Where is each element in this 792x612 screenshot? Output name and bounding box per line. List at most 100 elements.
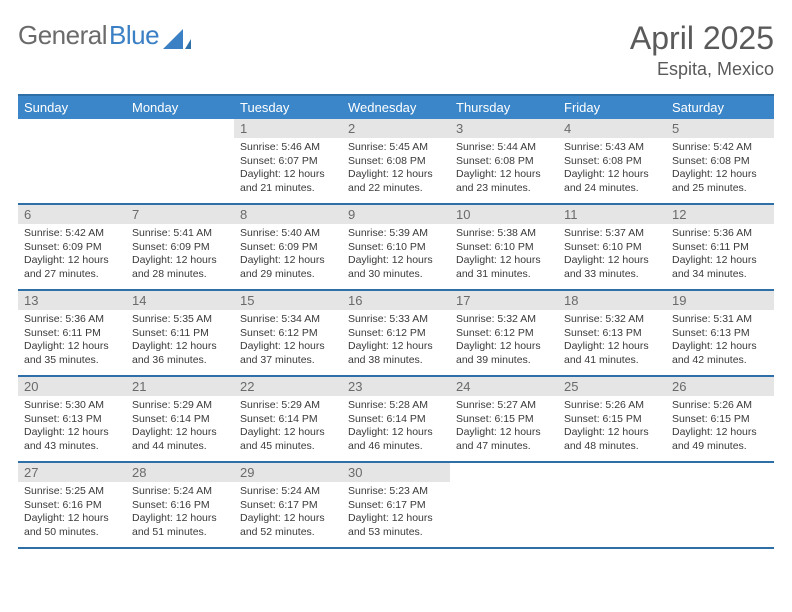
- day-body: Sunrise: 5:37 AMSunset: 6:10 PMDaylight:…: [558, 224, 666, 286]
- day-cell: 28Sunrise: 5:24 AMSunset: 6:16 PMDayligh…: [126, 463, 234, 547]
- day-cell: 27Sunrise: 5:25 AMSunset: 6:16 PMDayligh…: [18, 463, 126, 547]
- day-body: Sunrise: 5:42 AMSunset: 6:08 PMDaylight:…: [666, 138, 774, 200]
- sunset-text: Sunset: 6:14 PM: [348, 413, 444, 427]
- sunset-text: Sunset: 6:10 PM: [564, 241, 660, 255]
- day-cell: 16Sunrise: 5:33 AMSunset: 6:12 PMDayligh…: [342, 291, 450, 375]
- sunset-text: Sunset: 6:08 PM: [348, 155, 444, 169]
- day-number: 1: [234, 119, 342, 138]
- week-row: 6Sunrise: 5:42 AMSunset: 6:09 PMDaylight…: [18, 205, 774, 291]
- sunset-text: Sunset: 6:14 PM: [132, 413, 228, 427]
- daylight-text: Daylight: 12 hours and 34 minutes.: [672, 254, 768, 281]
- daylight-text: Daylight: 12 hours and 48 minutes.: [564, 426, 660, 453]
- daylight-text: Daylight: 12 hours and 23 minutes.: [456, 168, 552, 195]
- day-number: [558, 463, 666, 481]
- sunrise-text: Sunrise: 5:30 AM: [24, 399, 120, 413]
- daylight-text: Daylight: 12 hours and 28 minutes.: [132, 254, 228, 281]
- daylight-text: Daylight: 12 hours and 43 minutes.: [24, 426, 120, 453]
- day-cell: 10Sunrise: 5:38 AMSunset: 6:10 PMDayligh…: [450, 205, 558, 289]
- brand-word2: Blue: [109, 20, 159, 51]
- day-number: 30: [342, 463, 450, 482]
- sunset-text: Sunset: 6:12 PM: [456, 327, 552, 341]
- day-cell: [18, 119, 126, 203]
- week-row: 13Sunrise: 5:36 AMSunset: 6:11 PMDayligh…: [18, 291, 774, 377]
- sunrise-text: Sunrise: 5:33 AM: [348, 313, 444, 327]
- sunset-text: Sunset: 6:14 PM: [240, 413, 336, 427]
- sunrise-text: Sunrise: 5:46 AM: [240, 141, 336, 155]
- weeks-container: 1Sunrise: 5:46 AMSunset: 6:07 PMDaylight…: [18, 119, 774, 549]
- daylight-text: Daylight: 12 hours and 22 minutes.: [348, 168, 444, 195]
- sunset-text: Sunset: 6:12 PM: [240, 327, 336, 341]
- day-number: 20: [18, 377, 126, 396]
- day-cell: [666, 463, 774, 547]
- day-cell: 12Sunrise: 5:36 AMSunset: 6:11 PMDayligh…: [666, 205, 774, 289]
- day-cell: 6Sunrise: 5:42 AMSunset: 6:09 PMDaylight…: [18, 205, 126, 289]
- day-body: Sunrise: 5:32 AMSunset: 6:12 PMDaylight:…: [450, 310, 558, 372]
- day-cell: 24Sunrise: 5:27 AMSunset: 6:15 PMDayligh…: [450, 377, 558, 461]
- sunrise-text: Sunrise: 5:24 AM: [240, 485, 336, 499]
- day-number: [450, 463, 558, 481]
- day-cell: 4Sunrise: 5:43 AMSunset: 6:08 PMDaylight…: [558, 119, 666, 203]
- week-row: 20Sunrise: 5:30 AMSunset: 6:13 PMDayligh…: [18, 377, 774, 463]
- daylight-text: Daylight: 12 hours and 41 minutes.: [564, 340, 660, 367]
- day-cell: 2Sunrise: 5:45 AMSunset: 6:08 PMDaylight…: [342, 119, 450, 203]
- sunrise-text: Sunrise: 5:29 AM: [132, 399, 228, 413]
- day-number: 28: [126, 463, 234, 482]
- weekday-header: Friday: [558, 96, 666, 119]
- sunrise-text: Sunrise: 5:24 AM: [132, 485, 228, 499]
- brand-logo: GeneralBlue: [18, 20, 191, 51]
- calendar: Sunday Monday Tuesday Wednesday Thursday…: [18, 94, 774, 549]
- day-number: 8: [234, 205, 342, 224]
- day-cell: 20Sunrise: 5:30 AMSunset: 6:13 PMDayligh…: [18, 377, 126, 461]
- sunset-text: Sunset: 6:11 PM: [132, 327, 228, 341]
- day-number: 4: [558, 119, 666, 138]
- day-body: Sunrise: 5:26 AMSunset: 6:15 PMDaylight:…: [558, 396, 666, 458]
- day-number: [666, 463, 774, 481]
- daylight-text: Daylight: 12 hours and 51 minutes.: [132, 512, 228, 539]
- sunset-text: Sunset: 6:15 PM: [564, 413, 660, 427]
- sunrise-text: Sunrise: 5:32 AM: [456, 313, 552, 327]
- daylight-text: Daylight: 12 hours and 39 minutes.: [456, 340, 552, 367]
- day-number: 17: [450, 291, 558, 310]
- daylight-text: Daylight: 12 hours and 46 minutes.: [348, 426, 444, 453]
- day-number: 6: [18, 205, 126, 224]
- sail-icon: [163, 29, 191, 49]
- day-body: Sunrise: 5:41 AMSunset: 6:09 PMDaylight:…: [126, 224, 234, 286]
- location-label: Espita, Mexico: [630, 59, 774, 80]
- day-number: 18: [558, 291, 666, 310]
- day-cell: 7Sunrise: 5:41 AMSunset: 6:09 PMDaylight…: [126, 205, 234, 289]
- daylight-text: Daylight: 12 hours and 25 minutes.: [672, 168, 768, 195]
- sunset-text: Sunset: 6:07 PM: [240, 155, 336, 169]
- title-block: April 2025 Espita, Mexico: [630, 20, 774, 80]
- week-row: 27Sunrise: 5:25 AMSunset: 6:16 PMDayligh…: [18, 463, 774, 549]
- sunrise-text: Sunrise: 5:42 AM: [672, 141, 768, 155]
- day-number: 16: [342, 291, 450, 310]
- day-cell: 14Sunrise: 5:35 AMSunset: 6:11 PMDayligh…: [126, 291, 234, 375]
- daylight-text: Daylight: 12 hours and 35 minutes.: [24, 340, 120, 367]
- header: GeneralBlue April 2025 Espita, Mexico: [18, 20, 774, 80]
- daylight-text: Daylight: 12 hours and 53 minutes.: [348, 512, 444, 539]
- sunset-text: Sunset: 6:15 PM: [456, 413, 552, 427]
- sunrise-text: Sunrise: 5:29 AM: [240, 399, 336, 413]
- day-number: 27: [18, 463, 126, 482]
- day-number: 13: [18, 291, 126, 310]
- day-body: Sunrise: 5:24 AMSunset: 6:17 PMDaylight:…: [234, 482, 342, 544]
- day-body: [18, 137, 126, 144]
- day-cell: [558, 463, 666, 547]
- day-body: Sunrise: 5:32 AMSunset: 6:13 PMDaylight:…: [558, 310, 666, 372]
- day-cell: 13Sunrise: 5:36 AMSunset: 6:11 PMDayligh…: [18, 291, 126, 375]
- day-body: [450, 481, 558, 488]
- day-cell: 5Sunrise: 5:42 AMSunset: 6:08 PMDaylight…: [666, 119, 774, 203]
- sunset-text: Sunset: 6:11 PM: [672, 241, 768, 255]
- day-body: Sunrise: 5:35 AMSunset: 6:11 PMDaylight:…: [126, 310, 234, 372]
- sunset-text: Sunset: 6:12 PM: [348, 327, 444, 341]
- day-cell: 18Sunrise: 5:32 AMSunset: 6:13 PMDayligh…: [558, 291, 666, 375]
- sunset-text: Sunset: 6:08 PM: [672, 155, 768, 169]
- sunrise-text: Sunrise: 5:45 AM: [348, 141, 444, 155]
- day-number: 3: [450, 119, 558, 138]
- day-number: 26: [666, 377, 774, 396]
- day-body: Sunrise: 5:46 AMSunset: 6:07 PMDaylight:…: [234, 138, 342, 200]
- sunset-text: Sunset: 6:17 PM: [348, 499, 444, 513]
- day-number: 23: [342, 377, 450, 396]
- sunrise-text: Sunrise: 5:28 AM: [348, 399, 444, 413]
- day-body: Sunrise: 5:29 AMSunset: 6:14 PMDaylight:…: [126, 396, 234, 458]
